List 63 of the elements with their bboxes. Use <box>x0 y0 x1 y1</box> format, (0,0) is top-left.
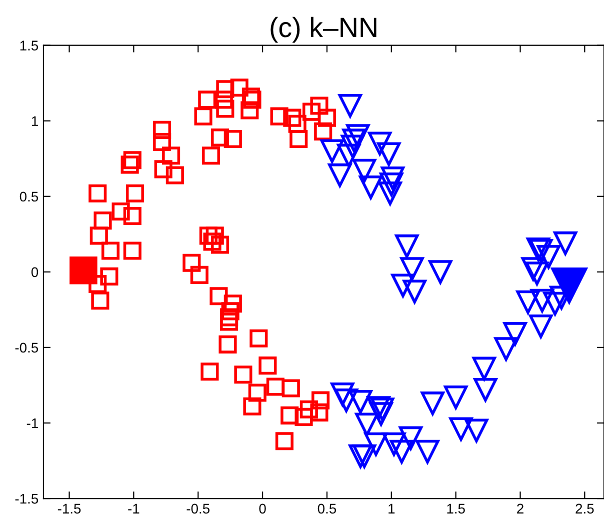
point <box>391 274 415 298</box>
point <box>70 256 98 284</box>
point <box>334 388 358 412</box>
y-tick-label: 0 <box>31 267 38 278</box>
x-tick-label: 1.5 <box>447 504 465 514</box>
point <box>529 314 553 338</box>
point <box>494 337 518 361</box>
x-tick-label: -1.5 <box>58 504 81 514</box>
point <box>342 128 366 152</box>
y-tick-label: -0.5 <box>15 342 38 353</box>
x-tick-label: -0.5 <box>186 504 210 514</box>
point <box>355 412 379 436</box>
point <box>390 440 414 464</box>
point <box>554 231 578 256</box>
point <box>525 262 549 286</box>
x-tick-label: 2.5 <box>576 504 594 514</box>
y-tick-label: -1.5 <box>15 494 38 504</box>
point <box>348 444 372 468</box>
x-tick-label: 0.5 <box>318 504 336 514</box>
point <box>348 390 372 414</box>
point <box>380 166 404 190</box>
point <box>472 356 496 380</box>
y-tick-label: 1.5 <box>20 40 38 50</box>
point <box>444 386 468 410</box>
point <box>364 432 388 456</box>
y-tick-label: -1 <box>26 418 38 428</box>
point <box>503 322 527 346</box>
x-tick-label: 2 <box>517 504 524 514</box>
point <box>320 139 344 163</box>
point <box>402 280 426 304</box>
point <box>330 382 354 406</box>
point <box>352 444 376 468</box>
point <box>380 172 404 196</box>
x-tick-label: -1 <box>128 504 140 514</box>
point <box>382 432 406 456</box>
chart-title: (c) k–NN <box>270 16 376 43</box>
point <box>464 418 488 442</box>
point <box>368 132 392 156</box>
point <box>420 392 444 416</box>
point <box>398 426 423 450</box>
point <box>358 176 383 200</box>
point <box>352 158 376 183</box>
x-tick-label: 1 <box>388 504 395 514</box>
y-tick-label: 0.5 <box>20 192 38 202</box>
point <box>337 144 361 168</box>
point <box>516 290 540 314</box>
point <box>400 257 424 281</box>
y-tick-label: 1 <box>32 116 38 126</box>
point <box>377 142 401 166</box>
point <box>536 245 560 269</box>
point <box>328 163 352 188</box>
point <box>416 440 440 464</box>
point <box>474 378 498 402</box>
point <box>338 94 362 118</box>
point <box>449 417 473 441</box>
x-tick-label: 0 <box>259 504 266 514</box>
point <box>521 257 545 281</box>
point <box>428 260 452 284</box>
point <box>551 267 588 304</box>
point <box>530 288 554 312</box>
point <box>543 292 567 316</box>
point <box>378 182 402 206</box>
point <box>395 234 419 258</box>
